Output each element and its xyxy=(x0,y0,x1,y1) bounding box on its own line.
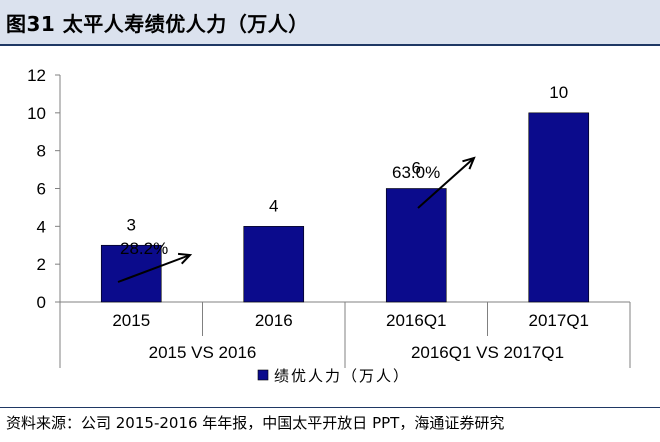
x-tick-label: 2016 xyxy=(255,311,293,330)
bar-2017Q1 xyxy=(528,112,590,303)
y-tick-label: 6 xyxy=(37,180,46,199)
x-tick-label: 2017Q1 xyxy=(529,311,590,330)
data-label: 3 xyxy=(127,215,136,234)
growth-label: 28.2% xyxy=(120,239,168,258)
y-tick-label: 12 xyxy=(27,66,46,85)
chart-area: 0 2 4 6 8 10 12 3 2015 4 2016 6 2016Q1 10 2017Q1 2015 V… xyxy=(0,46,660,406)
source-note: 资料来源：公司 2015-2016 年年报，中国太平开放日 PPT，海通证券研究 xyxy=(6,414,505,432)
growth-label: 63.0% xyxy=(392,163,440,182)
data-label: 6 xyxy=(412,159,421,178)
legend-swatch xyxy=(257,369,269,381)
group-label: 2016Q1 VS 2017Q1 xyxy=(411,343,564,362)
bar-2015 xyxy=(100,244,162,303)
data-label: 4 xyxy=(269,196,278,215)
bar-chart: 0 2 4 6 8 10 12 3 2015 4 2016 6 2016Q1 10 2017Q1 2015 V… xyxy=(27,66,631,385)
title-bar xyxy=(0,0,660,44)
x-tick-label: 2016Q1 xyxy=(386,311,447,330)
y-tick-label: 2 xyxy=(37,255,46,274)
source-divider xyxy=(0,407,660,408)
x-tick-label: 2015 xyxy=(112,311,150,330)
y-tick-label: 0 xyxy=(37,293,46,312)
growth-arrow xyxy=(417,157,475,209)
legend-label: 绩优人力（万人） xyxy=(274,367,410,385)
y-tick-label: 8 xyxy=(37,142,46,161)
y-tick-label: 4 xyxy=(37,217,46,236)
group-label: 2015 VS 2016 xyxy=(149,343,257,362)
bar-2016 xyxy=(243,226,305,303)
growth-arrow-head xyxy=(462,156,476,170)
title-divider xyxy=(0,44,660,46)
data-label: 10 xyxy=(549,83,568,102)
figure-title: 图31 太平人寿绩优人力（万人） xyxy=(6,12,309,36)
y-tick-label: 10 xyxy=(27,104,46,123)
growth-arrow-head xyxy=(177,252,193,265)
bar-2016Q1 xyxy=(385,188,447,303)
growth-arrow xyxy=(117,254,191,283)
